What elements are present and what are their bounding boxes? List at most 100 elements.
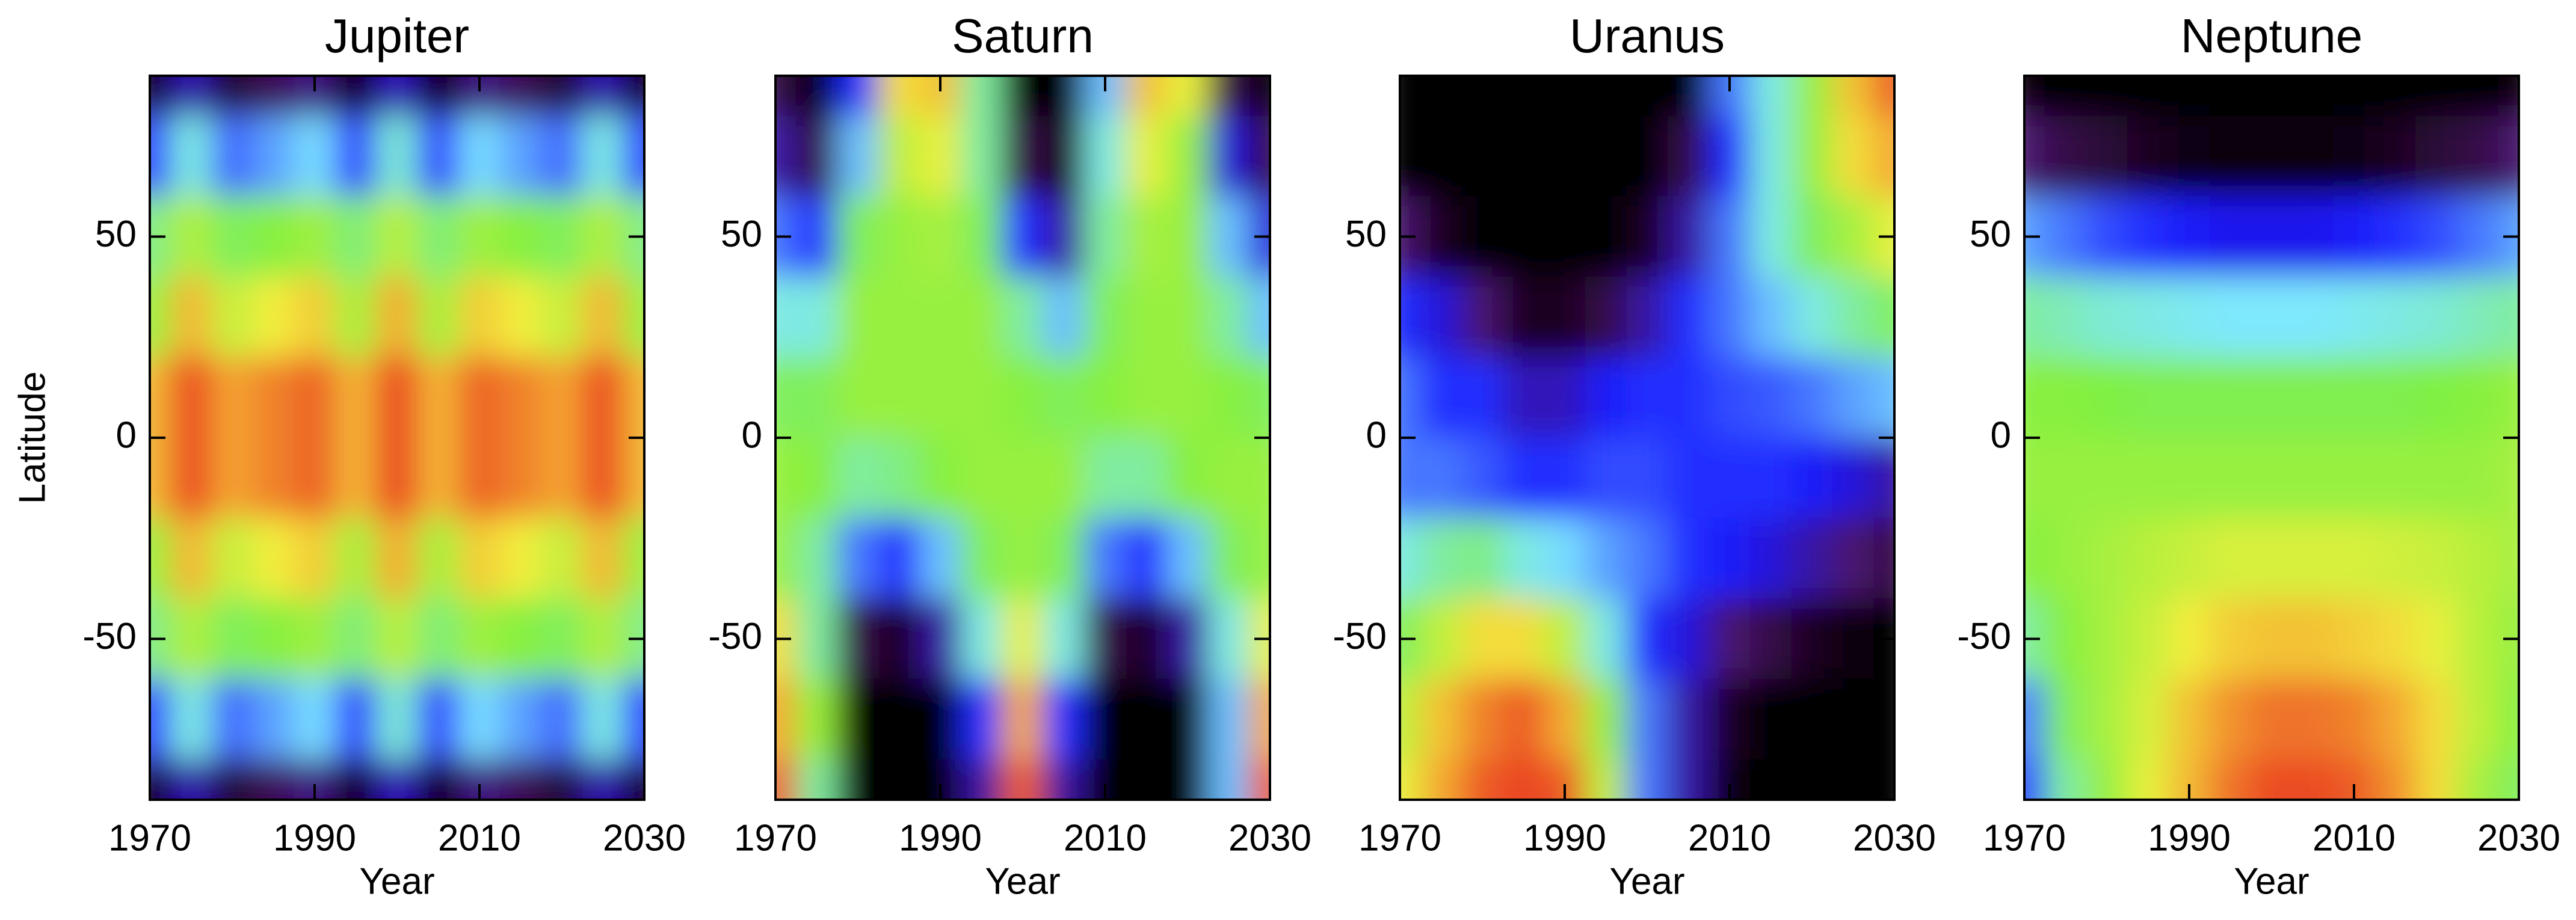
- heatmap-cell: [2086, 598, 2128, 679]
- heatmap-cell: [1461, 276, 1503, 358]
- heatmap-cell: [1749, 518, 1792, 600]
- heatmap-cell: [1461, 196, 1503, 277]
- heatmap-cell: [376, 759, 418, 800]
- heatmap-cell: [1125, 598, 1168, 679]
- heatmap-cell: [541, 759, 583, 800]
- heatmap-cell: [1667, 678, 1710, 760]
- heatmap-cell: [2168, 196, 2210, 277]
- heatmap-cell: [2086, 518, 2128, 600]
- heatmap-cell: [252, 678, 295, 760]
- heatmap-cell: [1002, 115, 1044, 197]
- heatmap-area: [775, 76, 1270, 800]
- heatmap-cell: [376, 357, 418, 438]
- heatmap-cell: [2086, 759, 2128, 800]
- heatmap-cell: [2456, 759, 2499, 800]
- heatmap-cell: [417, 598, 460, 679]
- panel-title: Saturn: [952, 9, 1094, 63]
- heatmap-cell: [1002, 76, 1044, 117]
- heatmap-cell: [1207, 196, 1250, 277]
- heatmap-cell: [458, 437, 501, 519]
- heatmap-cell: [878, 76, 920, 117]
- heatmap-cell: [1043, 115, 1085, 197]
- heatmap-cell: [2024, 357, 2045, 438]
- heatmap-cell: [1043, 276, 1085, 358]
- heatmap-cell: [2251, 437, 2293, 519]
- heatmap-cell: [960, 759, 1003, 800]
- heatmap-cell: [1873, 759, 1894, 800]
- heatmap-cell: [623, 759, 644, 800]
- heatmap-cell: [1002, 598, 1044, 679]
- heatmap-cell: [170, 276, 212, 358]
- heatmap-cell: [2251, 76, 2293, 117]
- heatmap-cell: [1502, 115, 1545, 197]
- heatmap-cell: [1502, 678, 1545, 760]
- heatmap-cell: [1544, 437, 1586, 519]
- heatmap-cell: [417, 437, 460, 519]
- heatmap-cell: [170, 437, 212, 519]
- heatmap-cell: [2168, 115, 2210, 197]
- heatmap-cell: [150, 76, 171, 117]
- heatmap-cell: [2209, 276, 2252, 358]
- panel-title: Jupiter: [325, 9, 469, 63]
- heatmap-cell: [1043, 196, 1085, 277]
- heatmap-cell: [541, 357, 583, 438]
- heatmap-cell: [1043, 76, 1085, 117]
- heatmap-cell: [2374, 678, 2417, 760]
- heatmap-cell: [2456, 518, 2499, 600]
- heatmap-cell: [499, 115, 542, 197]
- heatmap-cell: [1002, 518, 1044, 600]
- heatmap-cell: [1667, 357, 1710, 438]
- heatmap-cell: [878, 115, 920, 197]
- heatmap-cell: [2291, 196, 2334, 277]
- heatmap-cell: [1749, 115, 1792, 197]
- heatmap-cell: [1002, 437, 1044, 519]
- heatmap-cell: [1502, 196, 1545, 277]
- heatmap-cell: [2456, 678, 2499, 760]
- heatmap-cell: [1667, 76, 1710, 117]
- heatmap-cell: [2251, 196, 2293, 277]
- heatmap-cell: [795, 759, 838, 800]
- heatmap-cell: [1420, 437, 1462, 519]
- heatmap-cell: [1873, 115, 1894, 197]
- heatmap-cell: [837, 759, 879, 800]
- heatmap-cell: [1709, 115, 1751, 197]
- heatmap-cell: [170, 678, 212, 760]
- heatmap-cell: [499, 196, 542, 277]
- heatmap-cell: [795, 598, 838, 679]
- y-tick-label: 50: [721, 213, 762, 255]
- heatmap-cell: [150, 437, 171, 519]
- heatmap-cell: [499, 678, 542, 760]
- heatmap-cell: [541, 115, 583, 197]
- heatmap-cell: [1832, 276, 1875, 358]
- heatmap-cell: [376, 276, 418, 358]
- heatmap-cell: [334, 759, 377, 800]
- heatmap-cell: [334, 437, 377, 519]
- heatmap-cell: [1502, 759, 1545, 800]
- heatmap-cell: [582, 76, 624, 117]
- x-tick-label: 1970: [734, 817, 817, 859]
- heatmap-cell: [252, 759, 295, 800]
- heatmap-cell: [1832, 115, 1875, 197]
- heatmap-cell: [1709, 518, 1751, 600]
- heatmap-cell: [2415, 357, 2457, 438]
- heatmap-cell: [1832, 678, 1875, 760]
- heatmap-cell: [252, 196, 295, 277]
- x-tick-label: 1990: [899, 817, 982, 859]
- heatmap-cell: [211, 76, 253, 117]
- heatmap-cell: [1544, 678, 1586, 760]
- heatmap-cell: [1084, 357, 1126, 438]
- heatmap-cell: [775, 678, 797, 760]
- heatmap-cell: [2291, 357, 2334, 438]
- heatmap-cell: [1502, 76, 1545, 117]
- heatmap-cell: [170, 76, 212, 117]
- heatmap-cell: [2498, 678, 2519, 760]
- heatmap-cell: [775, 357, 797, 438]
- heatmap-cell: [211, 276, 253, 358]
- heatmap-cell: [2415, 518, 2457, 600]
- heatmap-cell: [2456, 196, 2499, 277]
- heatmap-cell: [1166, 276, 1209, 358]
- heatmap-cell: [2374, 437, 2417, 519]
- heatmap-cell: [1626, 678, 1668, 760]
- heatmap-cell: [2086, 357, 2128, 438]
- heatmap-cell: [458, 276, 501, 358]
